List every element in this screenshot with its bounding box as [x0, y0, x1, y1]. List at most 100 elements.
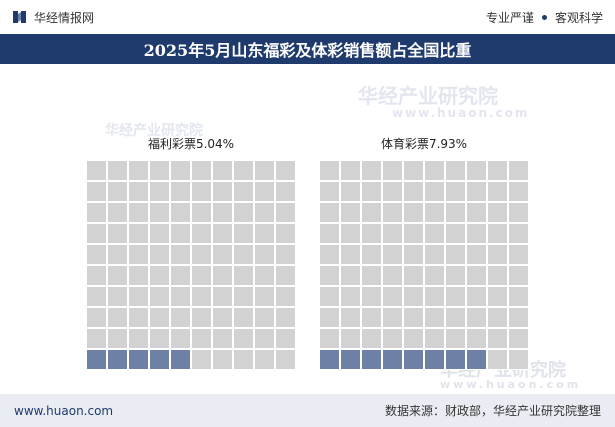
waffle-cell-empty — [340, 160, 361, 181]
waffle-cell-empty — [382, 244, 403, 265]
waffle-cell-empty — [170, 223, 191, 244]
waffle-cell-empty — [361, 286, 382, 307]
waffle-cell-empty — [107, 181, 128, 202]
waffle-cell-empty — [487, 181, 508, 202]
waffle-cell-empty — [275, 349, 296, 370]
waffle-cell-empty — [170, 244, 191, 265]
waffle-cell-empty — [107, 202, 128, 223]
waffle-cell-empty — [86, 223, 107, 244]
waffle-cell-empty — [170, 286, 191, 307]
waffle-cell-empty — [508, 181, 529, 202]
waffle-cell-empty — [212, 328, 233, 349]
waffle-cell-empty — [254, 160, 275, 181]
waffle-cell-filled — [466, 349, 487, 370]
waffle-cell-empty — [340, 181, 361, 202]
waffle-cell-empty — [191, 349, 212, 370]
waffle-cell-empty — [254, 265, 275, 286]
waffle-cell-empty — [212, 160, 233, 181]
waffle-cell-empty — [149, 286, 170, 307]
waffle-cell-empty — [128, 286, 149, 307]
waffle-cell-empty — [275, 160, 296, 181]
waffle-cell-empty — [319, 286, 340, 307]
waffle-cell-empty — [319, 265, 340, 286]
waffle-cell-empty — [86, 286, 107, 307]
waffle-cell-empty — [128, 244, 149, 265]
waffle-cell-empty — [445, 181, 466, 202]
waffle-cell-empty — [361, 160, 382, 181]
waffle-cell-empty — [403, 286, 424, 307]
waffle-cell-empty — [487, 223, 508, 244]
waffle-cell-filled — [403, 349, 424, 370]
waffle-cell-empty — [254, 307, 275, 328]
waffle-cell-empty — [212, 223, 233, 244]
brand[interactable]: 华经情报网 — [12, 9, 94, 26]
waffle-cell-empty — [445, 244, 466, 265]
waffle-cell-empty — [466, 181, 487, 202]
waffle-cell-empty — [403, 181, 424, 202]
waffle-cell-empty — [233, 202, 254, 223]
waffle-cell-empty — [466, 244, 487, 265]
waffle-cell-empty — [361, 244, 382, 265]
waffle-cell-empty — [424, 244, 445, 265]
waffle-cell-empty — [424, 223, 445, 244]
waffle-cell-empty — [445, 202, 466, 223]
waffle-cell-empty — [86, 328, 107, 349]
waffle-cell-empty — [107, 328, 128, 349]
waffle-cell-empty — [86, 244, 107, 265]
waffle-cell-empty — [361, 265, 382, 286]
waffle-cell-empty — [275, 181, 296, 202]
waffle-cell-empty — [340, 223, 361, 244]
waffle-cell-empty — [275, 223, 296, 244]
waffle-cell-empty — [191, 307, 212, 328]
waffle-cell-empty — [445, 223, 466, 244]
footer-url-link[interactable]: www.huaon.com — [14, 403, 114, 418]
waffle-cell-empty — [445, 307, 466, 328]
waffle-cell-empty — [445, 328, 466, 349]
waffle-cell-empty — [275, 328, 296, 349]
waffle-cell-empty — [382, 160, 403, 181]
waffle-cell-empty — [382, 286, 403, 307]
waffle-cell-empty — [191, 265, 212, 286]
waffle-cell-empty — [107, 244, 128, 265]
waffle-cell-empty — [191, 181, 212, 202]
site-name: 华经情报网 — [34, 10, 95, 25]
waffle-cell-empty — [361, 181, 382, 202]
waffle-cell-empty — [403, 265, 424, 286]
waffle-cell-empty — [170, 307, 191, 328]
waffle-cell-empty — [361, 328, 382, 349]
data-source: 数据来源：财政部，华经产业研究院整理 — [384, 404, 601, 418]
waffle-cell-empty — [254, 223, 275, 244]
waffle-cell-empty — [212, 307, 233, 328]
waffle-cell-empty — [319, 328, 340, 349]
waffle-label: 福利彩票5.04% — [148, 136, 234, 151]
waffle-cell-empty — [212, 244, 233, 265]
waffle-cell-empty — [445, 265, 466, 286]
waffle-cell-empty — [319, 181, 340, 202]
waffle-cell-empty — [424, 328, 445, 349]
waffle-cell-empty — [487, 349, 508, 370]
waffle-cell-empty — [212, 202, 233, 223]
waffle-cell-empty — [212, 265, 233, 286]
waffle-cell-empty — [403, 202, 424, 223]
waffle-cell-empty — [233, 265, 254, 286]
slogan-tags: 专业严谨 客观科学 — [486, 9, 603, 26]
waffle-cell-empty — [191, 286, 212, 307]
waffle-cell-empty — [319, 202, 340, 223]
waffle-cell-empty — [128, 328, 149, 349]
waffle-cell-empty — [254, 244, 275, 265]
waffle-cell-empty — [254, 202, 275, 223]
footer: www.huaon.com 数据来源：财政部，华经产业研究院整理 — [0, 394, 615, 427]
waffle-cell-empty — [86, 265, 107, 286]
waffle-cell-empty — [191, 223, 212, 244]
waffle-cell-empty — [508, 349, 529, 370]
waffle-label: 体育彩票7.93% — [381, 136, 467, 151]
waffle-cell-filled — [340, 349, 361, 370]
waffle-1: 福利彩票5.04% — [86, 136, 296, 370]
waffle-cell-empty — [445, 160, 466, 181]
waffle-cell-empty — [233, 286, 254, 307]
waffle-cell-empty — [275, 244, 296, 265]
tag-objective: 客观科学 — [554, 10, 603, 25]
waffle-cell-empty — [508, 328, 529, 349]
waffle-cell-empty — [424, 202, 445, 223]
